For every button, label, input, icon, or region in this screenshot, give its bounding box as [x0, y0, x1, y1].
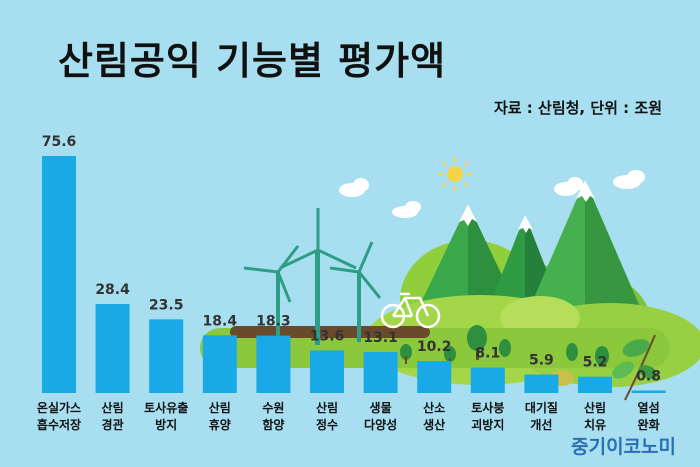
category-label: 산림: [316, 400, 338, 415]
value-label: 10.2: [417, 339, 452, 355]
bar: [417, 361, 452, 393]
tree-icon: [400, 325, 609, 366]
value-label: 5.2: [583, 355, 608, 371]
category-label: 산소: [423, 400, 445, 415]
wind-turbine-icon: [243, 208, 382, 345]
brand-logo: 중기이코노미: [571, 436, 676, 458]
category-label: 방지: [155, 417, 177, 432]
cloud-icon: [339, 170, 645, 218]
category-label: 다양성: [364, 417, 397, 432]
value-label: 13.1: [363, 330, 398, 346]
value-label: 8.1: [475, 346, 500, 362]
bar: [470, 367, 505, 393]
category-label: 개선: [530, 417, 552, 432]
bar: [95, 303, 130, 393]
source-note: 자료 : 산림청, 단위 : 조원: [493, 99, 662, 117]
category-label: 수원: [262, 401, 284, 415]
category-label: 산림: [584, 400, 606, 415]
page-title: 산림공익 기능별 평가액: [58, 39, 447, 83]
category-label: 열섬: [638, 400, 660, 415]
value-label: 18.4: [203, 313, 238, 329]
leaf-branch-icon: [612, 334, 658, 401]
value-label: 0.8: [636, 368, 661, 384]
category-label: 생물: [370, 400, 392, 415]
bar: [363, 351, 398, 393]
category-label: 생산: [423, 417, 445, 432]
value-label: 75.6: [42, 134, 77, 150]
bar: [310, 350, 344, 393]
bar: [256, 335, 291, 393]
category-label: 산림: [102, 400, 124, 415]
value-label: 28.4: [95, 282, 130, 298]
bar: [202, 335, 237, 393]
value-label: 5.9: [529, 353, 554, 369]
category-label: 산림: [209, 400, 231, 415]
bar: [42, 156, 76, 393]
value-label: 18.3: [256, 314, 291, 330]
bar: [578, 376, 612, 393]
category-label: 치유: [584, 417, 606, 432]
category-label: 토사붕: [471, 400, 504, 415]
category-label: 흡수저장: [37, 417, 81, 432]
value-label: 23.5: [149, 297, 184, 313]
category-label: 함양: [262, 417, 284, 432]
category-label: 정수: [316, 417, 338, 432]
bar: [149, 319, 184, 393]
category-label: 온실가스: [37, 400, 81, 415]
bar: [524, 374, 559, 393]
category-label: 대기질: [525, 400, 558, 415]
category-label: 경관: [102, 417, 124, 432]
category-label: 휴양: [209, 417, 231, 432]
category-label: 괴방지: [471, 417, 504, 432]
category-label: 토사유출: [144, 400, 188, 415]
bar: [631, 390, 666, 393]
sun-icon: [438, 157, 472, 191]
category-label: 완화: [638, 417, 660, 432]
bicycle-icon: [380, 292, 441, 329]
value-label: 13.6: [310, 328, 345, 344]
